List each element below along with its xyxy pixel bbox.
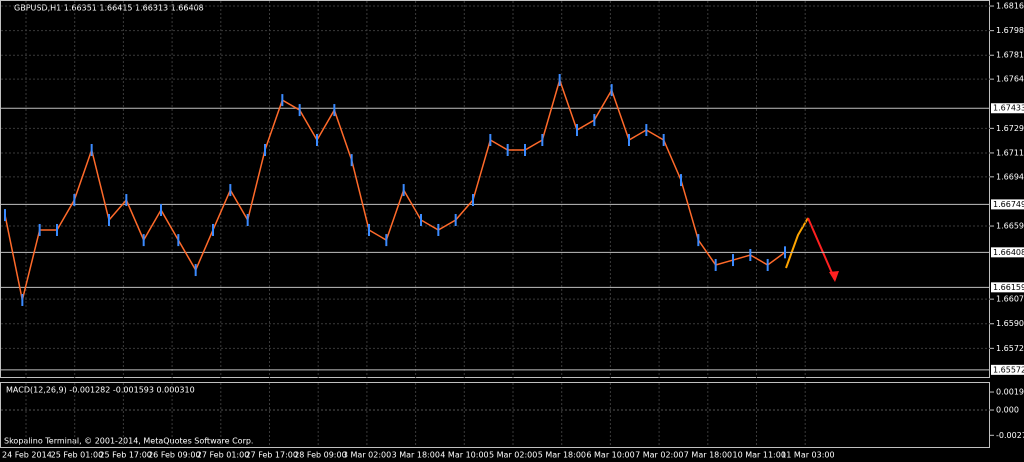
price-label: 1.66945 bbox=[996, 172, 1024, 181]
time-label: 3 Mar 02:00 bbox=[343, 451, 391, 460]
level-tag bbox=[991, 247, 1024, 258]
level-label: 1.67433 bbox=[993, 104, 1024, 113]
symbol-header: GBPUSD,H1 1.66351 1.66415 1.66313 1.6640… bbox=[14, 4, 204, 13]
macd-pane-frame bbox=[0, 382, 990, 448]
time-label: 27 Feb 01:00 bbox=[197, 451, 249, 460]
time-label: 5 Mar 02:00 bbox=[489, 451, 537, 460]
price-label: 1.67810 bbox=[996, 51, 1024, 60]
level-label: 1.65572 bbox=[993, 365, 1024, 374]
time-label: 6 Mar 10:00 bbox=[586, 451, 634, 460]
time-label: 4 Mar 10:00 bbox=[440, 451, 488, 460]
price-label: 1.67985 bbox=[996, 26, 1024, 35]
time-label: 3 Mar 18:00 bbox=[392, 451, 440, 460]
price-label: 1.67115 bbox=[996, 148, 1024, 157]
price-label: 1.66075 bbox=[996, 295, 1024, 304]
level-tag bbox=[991, 103, 1024, 114]
time-label: 25 Feb 01:00 bbox=[51, 451, 103, 460]
time-label: 26 Feb 09:00 bbox=[148, 451, 200, 460]
time-label: 24 Feb 2014 bbox=[2, 451, 52, 460]
time-label: 27 Feb 17:00 bbox=[246, 451, 298, 460]
price-label: 1.65725 bbox=[996, 344, 1024, 353]
macd-tick-label: 0.000 bbox=[996, 406, 1019, 415]
time-label: 5 Mar 18:00 bbox=[538, 451, 586, 460]
copyright: Skopalino Terminal, © 2001-2014, MetaQuo… bbox=[4, 437, 253, 446]
time-label: 28 Feb 09:00 bbox=[294, 451, 346, 460]
time-label: 7 Mar 02:00 bbox=[635, 451, 683, 460]
level-label: 1.66408 bbox=[993, 248, 1024, 257]
time-label: 10 Mar 11:00 bbox=[733, 451, 786, 460]
forecast-arrow-down bbox=[807, 217, 836, 281]
level-label: 1.66749 bbox=[993, 200, 1024, 209]
time-label: 7 Mar 18:00 bbox=[684, 451, 732, 460]
price-label: 1.67640 bbox=[996, 75, 1024, 84]
price-label: 1.65900 bbox=[996, 319, 1024, 328]
macd-tick-label: 0.001992 bbox=[996, 388, 1024, 397]
arrow-head bbox=[829, 271, 839, 282]
forecast-arrow-up bbox=[785, 217, 809, 269]
price-line bbox=[4, 77, 786, 301]
level-label: 1.66159 bbox=[993, 283, 1024, 292]
level-tag bbox=[991, 199, 1024, 210]
price-label: 1.68160 bbox=[996, 2, 1024, 11]
level-tag bbox=[991, 364, 1024, 375]
macd-tick-label: -0.002796 bbox=[996, 431, 1024, 440]
macd-label: MACD(12,26,9) -0.001282 -0.001593 0.0003… bbox=[6, 386, 195, 395]
main-pane-frame bbox=[0, 0, 990, 378]
time-label: 11 Mar 03:00 bbox=[781, 451, 834, 460]
time-label: 25 Feb 17:00 bbox=[99, 451, 151, 460]
price-label: 1.67290 bbox=[996, 124, 1024, 133]
level-tag bbox=[991, 282, 1024, 293]
price-label: 1.66595 bbox=[996, 222, 1024, 231]
